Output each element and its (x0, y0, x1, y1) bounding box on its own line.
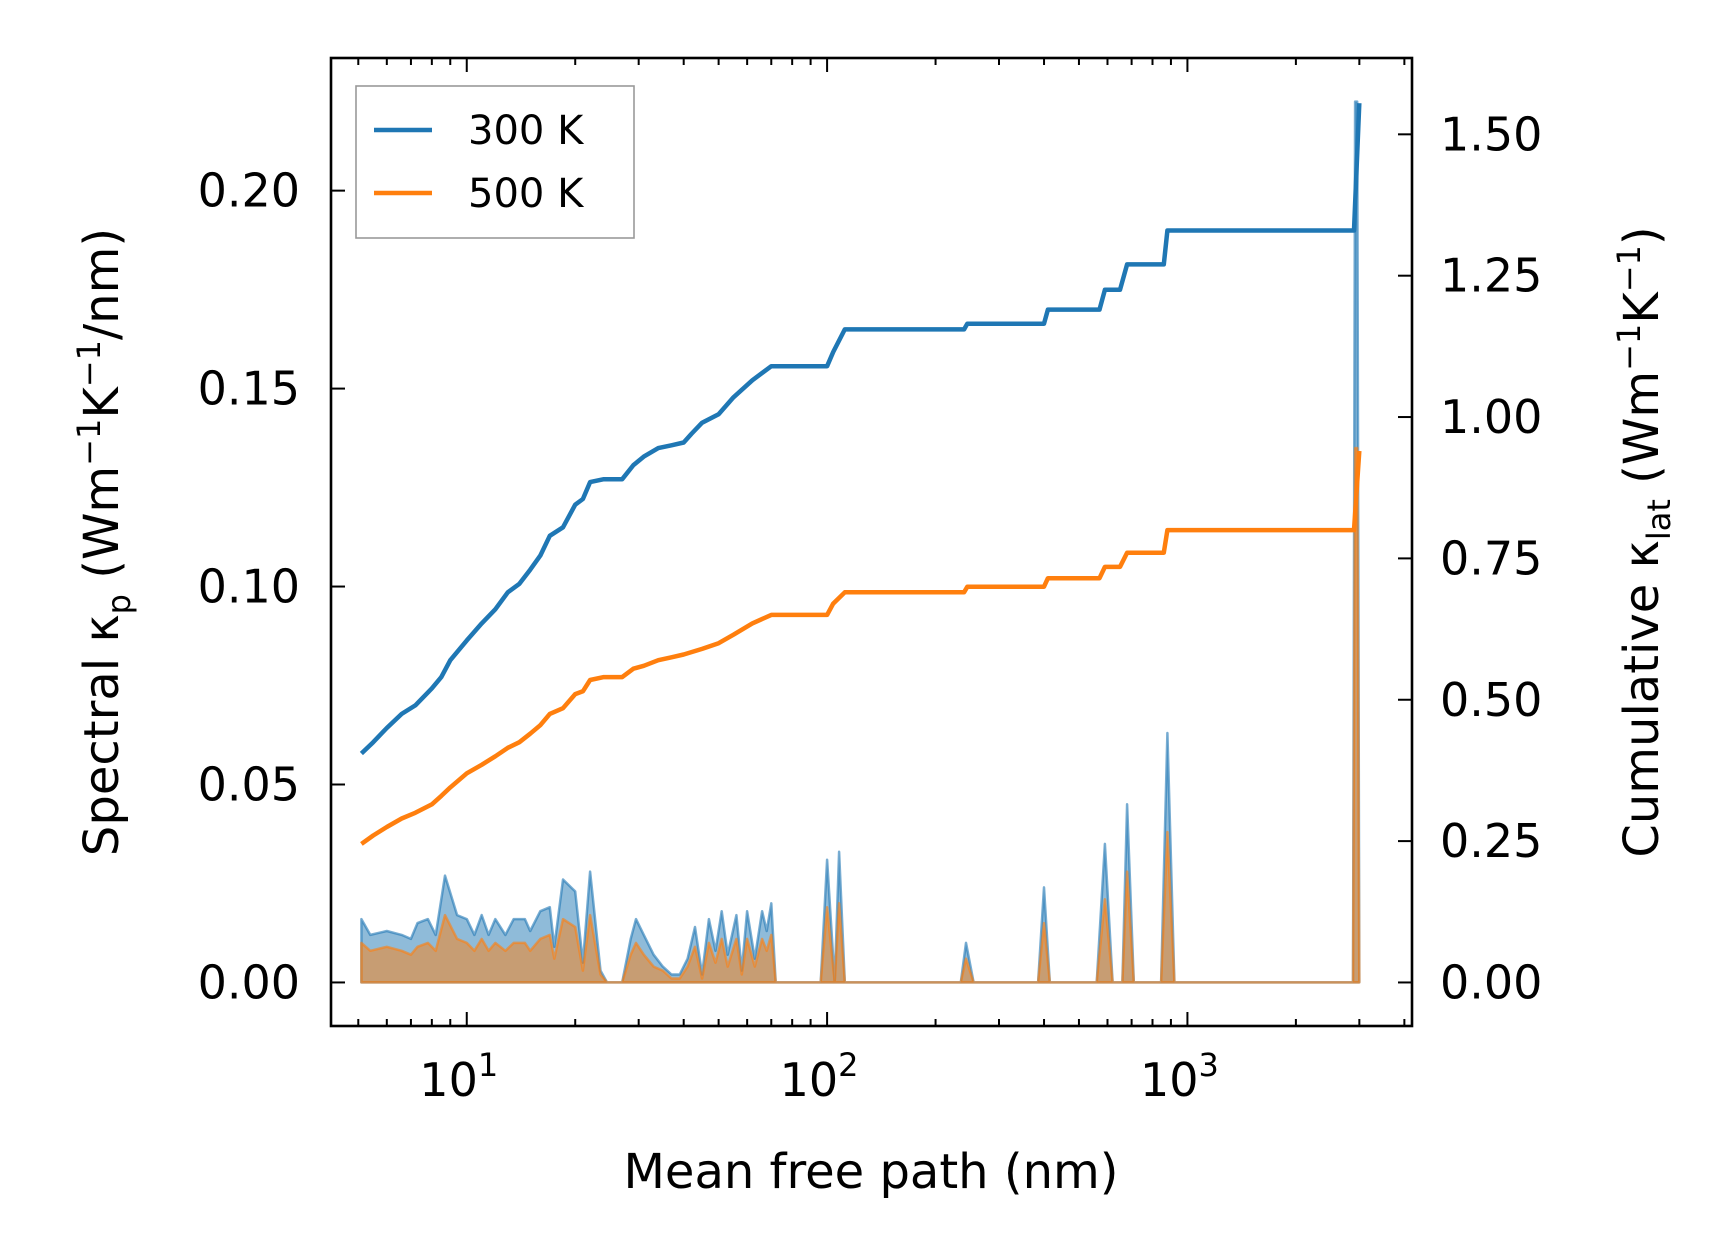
y-right-axis-label: Cumulative κlat (Wm−1K−1) (1610, 226, 1678, 857)
y-right-tick-label: 1.25 (1440, 249, 1542, 303)
x-tick-base: 10 (419, 1053, 478, 1107)
legend-label-300k: 300 K (468, 108, 585, 154)
y-right-label-sup1: −1 (1610, 324, 1648, 371)
plot-frame (329, 56, 1414, 1028)
cumulative-line-300k (359, 103, 1362, 756)
cumulative-line-500k (360, 450, 1362, 846)
legend-label-500k: 500 K (468, 171, 585, 217)
legend: 300 K 500 K (355, 85, 635, 239)
y-right-tick-label: 1.00 (1440, 390, 1542, 444)
y-left-tick-label: 0.15 (198, 362, 300, 416)
y-left-label-unit-post: /nm) (74, 228, 130, 340)
y-right-tick-label: 0.50 (1440, 673, 1542, 727)
y-left-label-sub: p (100, 594, 138, 614)
spectral-area-300k (360, 100, 1361, 984)
y-right-label-sub: lat (1640, 499, 1678, 540)
plot-area (359, 100, 1362, 984)
y-left-tick-label: 0.05 (198, 757, 300, 811)
x-tick-exp: 2 (838, 1046, 858, 1084)
y-right-tick-label: 0.75 (1440, 531, 1542, 585)
x-tick-exp: 3 (1199, 1046, 1219, 1084)
y-right-tick-label: 1.50 (1440, 107, 1542, 161)
axes-ticks: 101 102 1030.000.050.100.150.200.000.250.5… (198, 58, 1542, 1107)
x-axis-label: Mean free path (nm) (624, 1144, 1119, 1200)
y-right-label-sup2: −1 (1610, 245, 1648, 292)
x-tick-base: 10 (1140, 1053, 1199, 1107)
y-left-label-main: Spectral κ (74, 614, 130, 856)
y-left-label-sup2: −1 (70, 340, 108, 387)
x-tick-label: 101 (419, 1046, 498, 1107)
y-right-label-mid: K (1614, 291, 1670, 324)
y-right-label-unit-pre: (Wm (1614, 371, 1670, 499)
y-right-label-unit-post: ) (1614, 226, 1670, 245)
y-left-tick-label: 0.10 (198, 560, 300, 614)
y-left-label-unit-pre: (Wm (74, 466, 130, 594)
x-tick-label: 103 (1140, 1046, 1219, 1107)
y-left-label-mid: K (74, 386, 130, 419)
y-left-axis-label: Spectral κp (Wm−1K−1/nm) (70, 228, 138, 856)
y-left-tick-label: 0.00 (198, 955, 300, 1009)
x-tick-label: 102 (780, 1046, 859, 1107)
y-right-tick-label: 0.00 (1440, 955, 1542, 1009)
y-left-label-sup1: −1 (70, 419, 108, 466)
y-right-tick-label: 0.25 (1440, 814, 1542, 868)
y-right-label-main: Cumulative κ (1614, 540, 1670, 858)
y-left-tick-label: 0.20 (198, 164, 300, 218)
x-tick-base: 10 (780, 1053, 839, 1107)
legend-frame (355, 85, 635, 239)
x-tick-exp: 1 (478, 1046, 498, 1084)
spectral-area-500k (360, 446, 1361, 984)
